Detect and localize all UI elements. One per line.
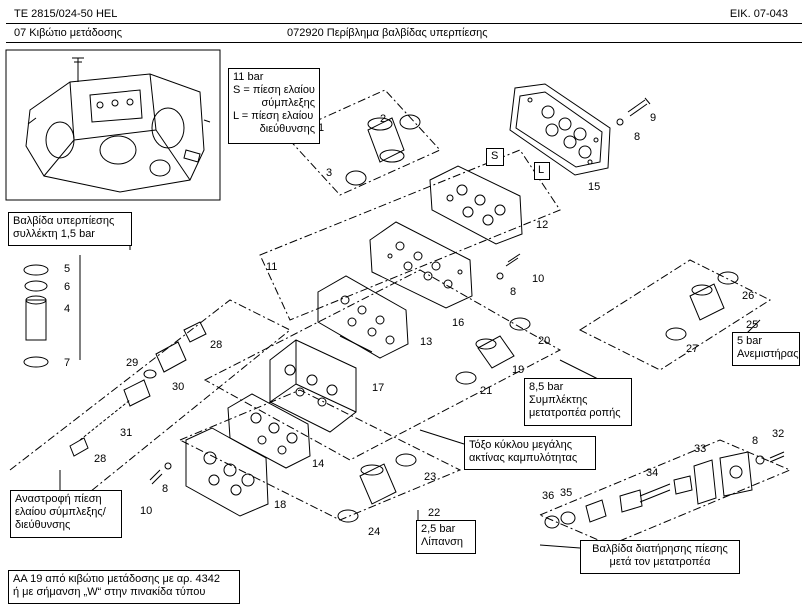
tag-l: L — [534, 162, 550, 180]
model-number: TE 2815/024-50 HEL — [14, 8, 118, 20]
header-divider-top — [6, 23, 802, 24]
valve-sleeve-22 — [337, 453, 417, 523]
callout-11: 11 — [266, 261, 277, 273]
radius-bend-note: Τόξο κύκλου μεγάλης ακτίνας καμπυλότητας — [464, 436, 596, 470]
gasket-12 — [429, 165, 523, 245]
callout-33: 33 — [694, 443, 706, 455]
callout-10a: 10 — [532, 273, 544, 285]
valve-sleeve-upper — [345, 114, 421, 186]
callout-8b: 8 — [510, 286, 516, 298]
callout-26: 26 — [742, 290, 754, 302]
section-title: 072920 Περίβλημα βαλβίδας υπερπίεσης — [287, 27, 488, 39]
plate-16 — [369, 221, 473, 309]
callout-19: 19 — [512, 364, 524, 376]
transmission-thumbnail — [25, 57, 211, 193]
screw-10-upper — [505, 253, 521, 267]
pressure-hold-valve — [544, 451, 785, 529]
cover-plate-15 — [509, 83, 651, 176]
callout-20: 20 — [538, 335, 550, 347]
callout-5: 5 — [64, 263, 70, 275]
valve-housing-17 — [269, 339, 357, 433]
valve-sleeve-25 — [665, 271, 739, 341]
callout-15: 15 — [588, 181, 600, 193]
callout-25: 25 — [746, 319, 758, 331]
callout-34: 34 — [646, 467, 658, 479]
valve-sleeve-19 — [455, 317, 531, 385]
tag-s: S — [486, 148, 504, 166]
callout-36: 36 — [542, 490, 554, 502]
callout-9: 9 — [650, 112, 656, 124]
callout-14: 14 — [312, 458, 324, 470]
callout-22: 22 — [428, 507, 440, 519]
lubrication-note: 2,5 bar Λίπανση — [416, 520, 476, 554]
plate-13 — [317, 275, 409, 359]
pressure-legend-note: 11 bar S = πίεση ελαίου σύμπλεξης L = πί… — [228, 68, 320, 144]
spool-assembly-left — [69, 321, 207, 457]
callout-10b: 10 — [140, 505, 152, 517]
callout-8c: 8 — [162, 483, 168, 495]
callout-29: 29 — [126, 357, 138, 369]
callout-27: 27 — [686, 343, 698, 355]
callout-17: 17 — [372, 382, 384, 394]
screw-10-lower — [149, 469, 163, 485]
reverse-pressure-note: Αναστροφή πίεση ελαίου σύμπλεξης/ διεύθυ… — [10, 490, 122, 538]
footnote-box: AA 19 από κιβώτιο μετάδοσης με αρ. 4342 … — [8, 570, 240, 604]
relief-valve-note: Βαλβίδα υπερπίεσης συλλέκτη 1,5 bar — [8, 212, 132, 246]
callout-31: 31 — [120, 427, 132, 439]
callout-28a: 28 — [210, 339, 222, 351]
callout-7: 7 — [64, 357, 70, 369]
fan-note: 5 bar Ανεμιστήρας — [732, 332, 800, 366]
transmission-thumbnail-frame — [5, 49, 221, 201]
callout-18: 18 — [274, 499, 286, 511]
callout-4: 4 — [64, 303, 70, 315]
callout-1: 1 — [318, 122, 324, 134]
callout-32: 32 — [772, 428, 784, 440]
cover-plate-18 — [185, 427, 269, 517]
callout-28b: 28 — [94, 453, 106, 465]
figure-number: ΕΙΚ. 07-043 — [729, 8, 788, 20]
callout-6: 6 — [64, 281, 70, 293]
callout-24: 24 — [368, 526, 380, 538]
callout-21: 21 — [480, 385, 492, 397]
group-title: 07 Κιβώτιο μετάδοσης — [14, 27, 123, 39]
callout-2: 2 — [380, 113, 386, 125]
header-divider-bottom — [6, 42, 802, 43]
callout-3: 3 — [326, 167, 332, 179]
pressure-hold-note: Βαλβίδα διατήρησης πίεσης μετά τον μετατ… — [580, 540, 740, 574]
callout-30: 30 — [172, 381, 184, 393]
callout-35: 35 — [560, 487, 572, 499]
relief-valve-4 — [23, 264, 49, 368]
converter-clutch-note: 8,5 bar Συμπλέκτης μετατροπέα ροπής — [524, 378, 632, 426]
callout-8d: 8 — [752, 435, 758, 447]
callout-13: 13 — [420, 336, 432, 348]
callout-23: 23 — [424, 471, 436, 483]
callout-12: 12 — [536, 219, 548, 231]
assembly-frames — [9, 89, 792, 546]
callout-8a: 8 — [634, 131, 640, 143]
callout-16: 16 — [452, 317, 464, 329]
